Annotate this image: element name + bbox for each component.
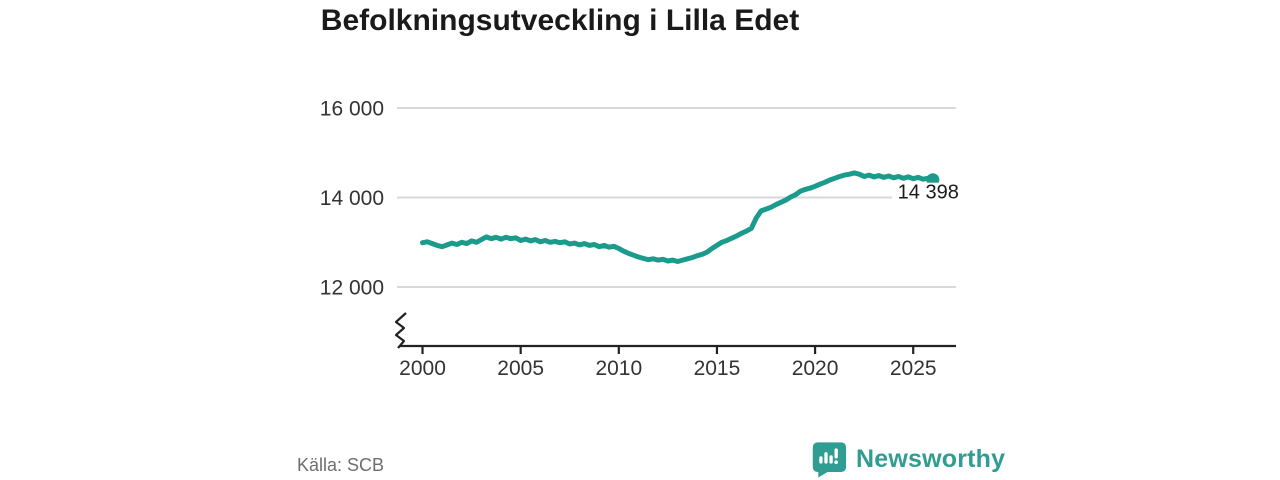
newsworthy-logo[interactable]: Newsworthy — [810, 440, 1005, 478]
bar-tall — [824, 452, 828, 464]
x-tick-label: 2000 — [399, 357, 446, 380]
x-tick-label: 2025 — [890, 357, 937, 380]
x-tick-label: 2015 — [694, 357, 741, 380]
x-tick-label: 2010 — [595, 357, 642, 380]
source-note: Källa: SCB — [297, 455, 385, 475]
x-tick-label: 2005 — [497, 357, 544, 380]
end-label-background — [891, 182, 964, 203]
y-axis-labels: 16 000 14 000 12 000 — [320, 98, 384, 300]
gridlines — [397, 107, 956, 288]
chart-title: Befolkningsutveckling i Lilla Edet — [320, 4, 800, 37]
axis-break-icon — [394, 312, 407, 349]
x-tick-label: 2020 — [792, 357, 839, 380]
exclamation-bar — [834, 448, 838, 459]
y-tick-label: 16 000 — [320, 98, 384, 121]
x-axis: 2000 2005 2010 2015 2020 2025 — [394, 312, 956, 380]
y-tick-label: 12 000 — [320, 277, 384, 300]
end-value-label: 14 398 — [898, 182, 959, 204]
exclamation-dot — [834, 460, 839, 465]
newsworthy-logo-icon — [812, 442, 847, 478]
population-line — [420, 170, 936, 264]
bar-medium — [829, 455, 833, 464]
newsworthy-brand-name: Newsworthy — [856, 444, 1006, 473]
y-tick-label: 14 000 — [320, 187, 384, 210]
bar-small — [819, 456, 823, 464]
